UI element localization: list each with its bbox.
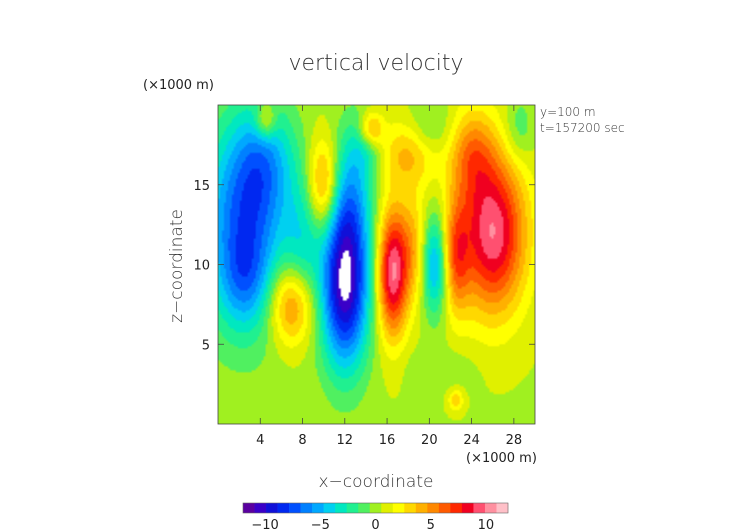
colorbar-cell bbox=[484, 503, 497, 513]
colorbar-tick-label: 5 bbox=[427, 518, 435, 532]
colorbar-cell bbox=[450, 503, 463, 513]
colorbar-frame bbox=[242, 502, 509, 514]
colorbar-cells bbox=[243, 503, 509, 513]
colorbar-cell bbox=[346, 503, 359, 513]
x-tick-label: 4 bbox=[256, 433, 264, 448]
colorbar-cell bbox=[496, 503, 509, 513]
y-axis-label: z−coordinate bbox=[167, 209, 187, 323]
x-tick-label: 28 bbox=[506, 433, 523, 448]
x-axis-ticks: 4 8 12 16 20 24 28 bbox=[256, 105, 522, 448]
x-axis-label: x−coordinate bbox=[319, 472, 434, 492]
y-unit-label: (×1000 m) bbox=[143, 78, 214, 93]
y-tick-label: 15 bbox=[193, 179, 210, 194]
colorbar-cell bbox=[427, 503, 440, 513]
x-tick-label: 16 bbox=[379, 433, 396, 448]
colorbar-cell bbox=[392, 503, 405, 513]
y-tick-label: 10 bbox=[193, 259, 210, 274]
x-tick-label: 12 bbox=[337, 433, 354, 448]
colorbar-cell bbox=[289, 503, 301, 513]
colorbar-tick-label: 0 bbox=[371, 518, 379, 532]
colorbar-cell bbox=[277, 503, 290, 513]
velocity-field bbox=[218, 105, 535, 424]
y-axis-ticks: 5 10 15 bbox=[193, 179, 535, 353]
colorbar-tick-label: −10 bbox=[251, 518, 278, 532]
colorbar-cell bbox=[473, 503, 486, 513]
colorbar-cell bbox=[312, 503, 324, 513]
annotation-t: t=157200 sec bbox=[540, 121, 625, 135]
colorbar-cell bbox=[335, 503, 347, 513]
colorbar-cell bbox=[266, 503, 278, 513]
chart-title: vertical velocity bbox=[288, 51, 463, 76]
x-tick-label: 20 bbox=[421, 433, 438, 448]
x-tick-label: 24 bbox=[463, 433, 480, 448]
colorbar-cell bbox=[300, 503, 313, 513]
colorbar-cell bbox=[381, 503, 394, 513]
colorbar-cell bbox=[369, 503, 382, 513]
colorbar-cell bbox=[323, 503, 336, 513]
colorbar-ticks: −10 −5 0 5 10 bbox=[251, 518, 494, 532]
colorbar-cell bbox=[404, 503, 417, 513]
colorbar-tick-label: 10 bbox=[478, 518, 495, 532]
colorbar-cell bbox=[438, 503, 451, 513]
colorbar: −10 −5 0 5 10 bbox=[242, 502, 509, 532]
colorbar-cell bbox=[243, 503, 255, 513]
colorbar-cell bbox=[358, 503, 371, 513]
colorbar-tick-label: −5 bbox=[311, 518, 330, 532]
colorbar-cell bbox=[254, 503, 267, 513]
annotation-y: y=100 m bbox=[540, 105, 596, 119]
x-tick-label: 8 bbox=[298, 433, 306, 448]
plot-area bbox=[217, 104, 536, 425]
colorbar-cell bbox=[415, 503, 428, 513]
x-unit-label: (×1000 m) bbox=[466, 451, 537, 466]
y-tick-label: 5 bbox=[202, 338, 210, 353]
colorbar-cell bbox=[461, 503, 474, 513]
